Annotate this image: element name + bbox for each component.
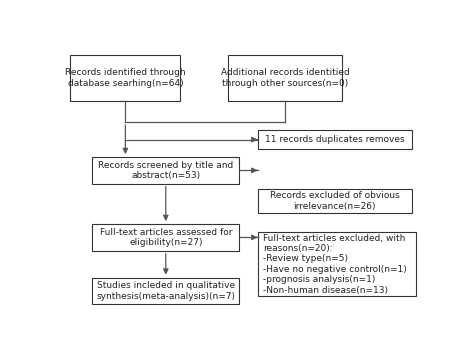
Text: Records identified through
database searhing(n=64): Records identified through database sear… (65, 68, 186, 88)
FancyBboxPatch shape (92, 224, 239, 251)
Text: Records screened by title and
abstract(n=53): Records screened by title and abstract(n… (98, 161, 233, 180)
FancyBboxPatch shape (258, 189, 412, 213)
FancyBboxPatch shape (92, 157, 239, 184)
FancyBboxPatch shape (258, 130, 412, 149)
FancyBboxPatch shape (92, 278, 239, 304)
FancyBboxPatch shape (258, 232, 416, 296)
Text: 11 records duplicates removes: 11 records duplicates removes (265, 135, 405, 144)
FancyBboxPatch shape (70, 55, 181, 101)
Text: Full-text articles excluded, with
reasons(n=20):
-Review type(n=5)
-Have no nega: Full-text articles excluded, with reason… (263, 234, 407, 295)
Text: Additional records identitied
through other sources(n=0): Additional records identitied through ot… (221, 68, 349, 88)
FancyBboxPatch shape (228, 55, 342, 101)
Text: Full-text articles assessed for
eligibility(n=27): Full-text articles assessed for eligibil… (100, 228, 232, 247)
Text: Records excluded of obvious
irrelevance(n=26): Records excluded of obvious irrelevance(… (270, 191, 400, 211)
Text: Studies incleded in qualitative
synthesis(meta-analysis)(n=7): Studies incleded in qualitative synthesi… (96, 281, 235, 301)
